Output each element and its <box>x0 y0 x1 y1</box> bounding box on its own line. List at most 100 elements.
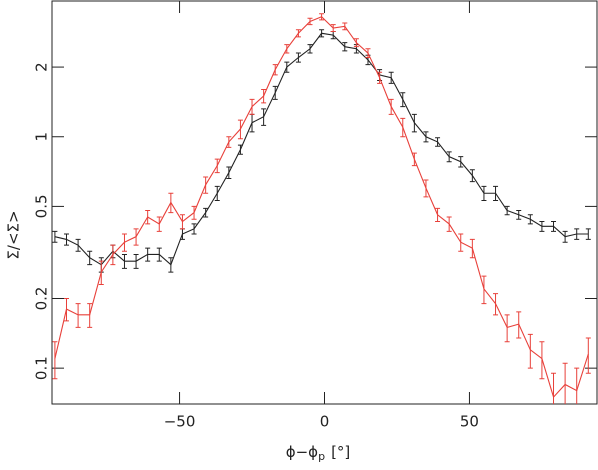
x-tick-label: −50 <box>164 413 196 431</box>
error-bar <box>168 257 174 273</box>
x-label-sub: p <box>318 450 325 463</box>
error-bar <box>63 297 69 322</box>
x-axis-label: ϕ−ϕp [°] <box>286 443 351 464</box>
error-bar <box>168 192 174 214</box>
error-bar <box>516 210 522 220</box>
error-bar <box>435 137 441 147</box>
error-bar <box>191 205 197 220</box>
error-bar <box>307 17 313 26</box>
error-bar <box>133 253 139 269</box>
error-bar <box>214 185 220 202</box>
error-bar <box>562 362 568 404</box>
error-bar <box>272 64 278 76</box>
error-bar <box>133 228 139 246</box>
error-bar <box>87 250 93 266</box>
error-bar <box>423 131 429 143</box>
error-bar <box>179 214 185 230</box>
error-bar <box>295 29 301 38</box>
error-bar <box>226 136 232 148</box>
error-bar <box>75 238 81 252</box>
error-bar <box>435 207 441 223</box>
error-bar <box>446 151 452 163</box>
error-bar <box>214 158 220 174</box>
error-bar <box>145 210 151 225</box>
error-bar <box>307 44 313 54</box>
error-bar <box>562 230 568 243</box>
error-bar <box>400 92 406 108</box>
error-bar <box>342 22 348 31</box>
error-bar <box>110 244 116 266</box>
error-bar <box>237 119 243 140</box>
error-bar <box>411 113 417 133</box>
error-bar <box>469 169 475 183</box>
error-bar <box>249 98 255 115</box>
error-bar <box>98 260 104 285</box>
x-label-unit: [°] <box>331 443 350 461</box>
error-bar <box>249 113 255 133</box>
error-bar <box>527 333 533 369</box>
error-bar <box>574 367 580 404</box>
y-tick-label: 1 <box>33 132 51 142</box>
error-bar <box>330 24 336 32</box>
error-bar <box>504 314 510 343</box>
x-tick-label: 0 <box>320 413 330 431</box>
error-bar <box>261 89 267 104</box>
error-bar <box>63 233 69 246</box>
error-bar <box>585 228 591 240</box>
error-bar <box>527 214 533 225</box>
error-bar <box>284 61 290 73</box>
y-tick-label: 2 <box>33 62 51 72</box>
series-line <box>54 16 589 399</box>
error-bar <box>272 85 278 100</box>
error-bar <box>481 185 487 202</box>
error-bar <box>469 238 475 259</box>
y-tick-label: 0.1 <box>33 356 51 380</box>
error-bar <box>52 341 58 380</box>
y-axis-label: Σ/<Σ> <box>5 210 23 259</box>
error-bar <box>226 166 232 180</box>
error-bar <box>481 275 487 305</box>
series-line <box>54 32 589 266</box>
error-bar <box>585 337 591 374</box>
error-bar <box>284 44 290 54</box>
error-bar <box>203 176 209 194</box>
y-tick-label: 0.5 <box>33 194 51 218</box>
error-bar <box>458 156 464 168</box>
error-bar <box>458 233 464 252</box>
error-bar <box>574 228 580 240</box>
error-bar <box>493 293 499 316</box>
error-bar <box>75 303 81 328</box>
x-tick-label: 50 <box>460 413 479 431</box>
error-bar <box>87 303 93 328</box>
error-bar <box>156 247 162 262</box>
error-bar <box>121 253 127 269</box>
plot-frame <box>51 0 598 405</box>
error-bar <box>353 38 359 48</box>
error-bar <box>191 223 197 235</box>
error-bar <box>504 205 510 216</box>
error-bar <box>121 233 127 252</box>
error-bar <box>319 29 325 38</box>
error-bar <box>539 341 545 380</box>
error-bar <box>551 221 557 232</box>
error-bar <box>388 98 394 115</box>
error-bar <box>446 216 452 232</box>
error-bar <box>411 152 417 167</box>
error-bar <box>365 48 371 59</box>
error-bar <box>388 71 394 84</box>
error-bar <box>551 372 557 404</box>
error-bar <box>539 221 545 232</box>
error-bar <box>342 42 348 52</box>
error-bar <box>203 207 209 218</box>
error-bar <box>156 216 162 232</box>
error-bar <box>377 71 383 84</box>
error-bar <box>319 13 325 21</box>
error-bar <box>493 185 499 202</box>
error-bar <box>145 247 151 262</box>
error-bar <box>261 108 267 126</box>
x-label-main: ϕ−ϕ <box>286 443 318 461</box>
error-bar <box>52 230 58 243</box>
error-bar <box>516 311 522 339</box>
